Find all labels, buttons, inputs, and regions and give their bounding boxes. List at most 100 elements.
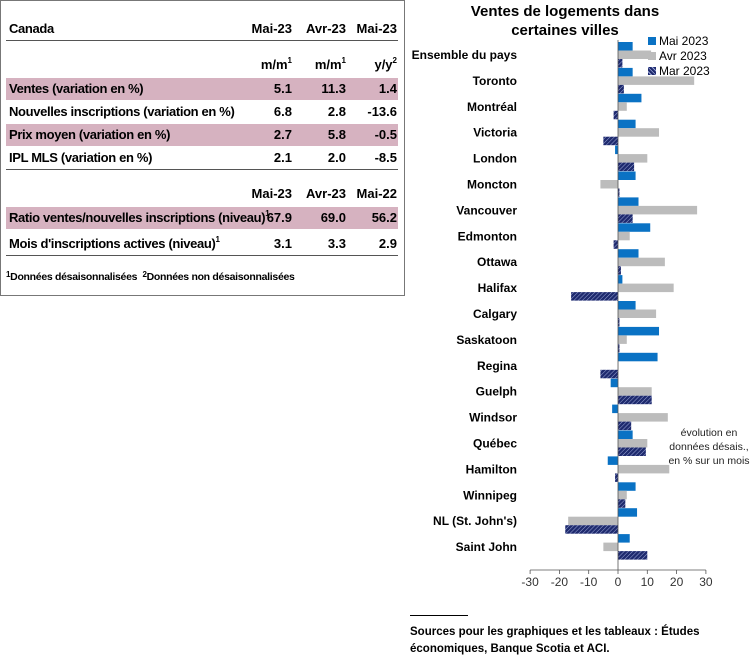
bar-mai <box>618 67 633 77</box>
bar-mar <box>618 447 646 456</box>
divider <box>410 615 468 616</box>
bar-mai <box>618 275 623 284</box>
bar-avr <box>618 464 670 474</box>
bar-mar <box>618 162 635 172</box>
bar-avr <box>618 309 657 318</box>
table-header2-col1: Mai-23 <box>251 186 292 201</box>
bar-mar <box>603 136 618 146</box>
category-label: Montréal <box>467 100 517 114</box>
bar-mai <box>618 119 636 129</box>
tick-label: -30 <box>521 575 539 589</box>
bar-avr <box>618 128 660 137</box>
x-axis: -30 -20 -10 0 10 20 30 <box>521 40 713 589</box>
cell: 3.3 <box>327 236 346 251</box>
row-label: Ventes (variation en %) <box>9 81 144 96</box>
category-label: Winnipeg <box>463 488 517 502</box>
cell: 1.4 <box>378 81 397 96</box>
category-label: Québec <box>473 437 517 451</box>
bar-avr <box>618 231 630 241</box>
tick-label: 20 <box>670 575 684 589</box>
table-header2-col2: Avr-23 <box>306 186 346 201</box>
category-label: Hamilton <box>466 462 517 476</box>
bar-mar <box>615 473 618 482</box>
bar-avr <box>618 490 627 500</box>
bar-avr <box>618 50 652 59</box>
row-label: Mois d'inscriptions actives (niveau)1 <box>9 235 220 252</box>
cell: 6.8 <box>273 104 292 119</box>
bar-mar <box>618 84 624 94</box>
data-table: Canada Mai-23 Avr-23 Mai-23 m/m1 m/m1 y/… <box>0 0 405 296</box>
table-row: Ventes (variation en %) 5.1 11.3 1.4 <box>6 78 398 100</box>
tick-label: -10 <box>580 575 598 589</box>
bar-mar <box>571 292 618 301</box>
cell: 2.8 <box>327 104 346 119</box>
category-labels: Ensemble du pays Toronto Montréal Victoria L… <box>412 48 518 554</box>
bars-group <box>565 42 698 560</box>
tick-label: 10 <box>641 575 655 589</box>
category-label: Calgary <box>473 307 517 321</box>
bar-mai <box>618 326 660 336</box>
cell: 2.9 <box>378 236 397 251</box>
bar-avr <box>618 335 627 344</box>
bar-mai <box>618 430 633 439</box>
table-header-col1: Mai-23 <box>251 21 292 36</box>
category-label: Ottawa <box>477 255 517 269</box>
legend-swatch <box>648 67 656 75</box>
bar-avr <box>603 542 618 552</box>
row-label: Ratio ventes/nouvelles inscriptions (niv… <box>9 209 270 226</box>
tick-label: 0 <box>615 575 622 589</box>
category-label: Victoria <box>473 126 517 140</box>
category-label: Vancouver <box>456 203 517 217</box>
category-label: Guelph <box>476 385 517 399</box>
bar-mar <box>613 110 618 120</box>
bar-mai <box>607 456 618 465</box>
cell: 11.3 <box>321 81 346 96</box>
bar-mai <box>618 249 639 258</box>
legend: Mai 2023 Avr 2023 Mar 2023 <box>648 34 710 79</box>
table-header-col3: Mai-23 <box>356 21 397 36</box>
category-label: Edmonton <box>458 229 517 243</box>
bar-mar <box>618 421 632 431</box>
category-label: Halifax <box>478 281 518 295</box>
cell: 5.8 <box>327 127 346 142</box>
bar-mai <box>618 534 630 543</box>
units-col1: m/m1 <box>260 56 292 73</box>
bar-mai <box>618 352 658 362</box>
table-header2-row: Mai-23 Avr-23 Mai-22 <box>6 183 398 205</box>
bar-avr <box>618 76 695 85</box>
bar-mar <box>618 318 620 327</box>
row-label: Prix moyen (variation en %) <box>9 127 171 142</box>
bar-mai <box>618 93 642 103</box>
bar-mai <box>618 223 651 232</box>
bar-mar <box>618 343 620 353</box>
bar-mai <box>618 42 633 51</box>
category-label: Toronto <box>473 74 517 88</box>
bar-mai <box>618 197 639 206</box>
category-label: Saint John <box>456 540 517 554</box>
table-header-label: Canada <box>9 21 54 36</box>
bar-avr <box>618 387 652 396</box>
bar-mai <box>618 482 636 491</box>
row-label: IPL MLS (variation en %) <box>9 150 153 165</box>
row-label: Nouvelles inscriptions (variation en %) <box>9 104 235 119</box>
bar-mai <box>610 378 618 388</box>
cell: 67.9 <box>266 210 292 225</box>
category-label: Saskatoon <box>456 333 517 347</box>
category-label: Ensemble du pays <box>412 48 518 62</box>
table-footnote: 1Données désaisonnalisées 2Données non d… <box>6 270 295 284</box>
bar-mai <box>612 404 618 414</box>
bar-mar <box>565 525 618 534</box>
bar-avr <box>568 516 618 526</box>
cell: -8.5 <box>374 150 397 165</box>
units-col3: y/y2 <box>374 56 397 73</box>
table-units-row: m/m1 m/m1 y/y2 <box>6 54 398 76</box>
table-row: Prix moyen (variation en %) 2.7 5.8 -0.5 <box>6 124 398 146</box>
bar-mai <box>618 508 638 517</box>
bar-avr <box>618 257 665 267</box>
bar-mar <box>613 240 618 249</box>
chart-title: Ventes de logements dans certaines ville… <box>470 3 660 39</box>
legend-item: Mar 2023 <box>648 64 710 79</box>
table-header-row: Canada Mai-23 Avr-23 Mai-23 <box>6 18 398 41</box>
legend-item: Avr 2023 <box>648 49 710 64</box>
category-label: Moncton <box>467 178 517 192</box>
